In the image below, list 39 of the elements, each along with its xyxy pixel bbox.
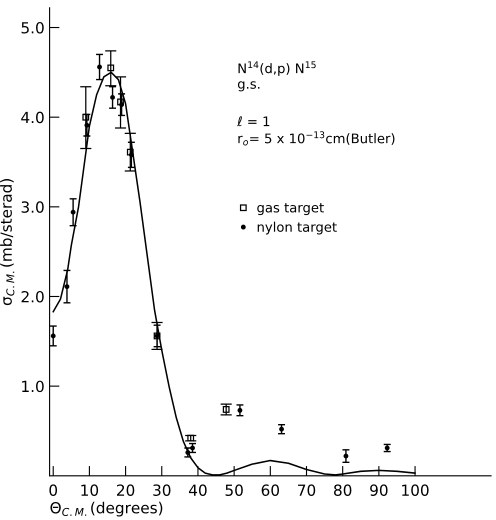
annotation: r$_{o}$= 5 x 10$^{−13}$cm(Butler) <box>238 131 394 146</box>
point <box>84 122 90 128</box>
y-tick-label: 1.0 <box>22 380 44 392</box>
x-tick-label: 60 <box>262 484 280 496</box>
x-tick-label: 10 <box>81 484 98 496</box>
x-tick-label: 50 <box>226 484 243 496</box>
point <box>126 148 134 156</box>
x-tick-label: 20 <box>116 484 134 496</box>
point <box>107 64 114 72</box>
point <box>119 102 124 108</box>
point <box>222 406 230 413</box>
y-tick-label: 4.0 <box>21 112 44 124</box>
legend-label: gas target <box>257 203 324 216</box>
y-tick-label: 5.0 <box>22 22 44 34</box>
y-tick-label: 2.0 <box>22 290 44 303</box>
x-tick-label: 30 <box>153 484 170 496</box>
point <box>237 408 242 413</box>
x-tick-label: 0 <box>49 484 58 496</box>
x-tick-label: 90 <box>370 484 388 496</box>
annotation: g.s. <box>238 81 260 92</box>
x-tick-label: 40 <box>188 484 207 496</box>
x-tick-label: 100 <box>402 484 429 496</box>
x-axis-title: Θ$_{C.M.}$(degrees) <box>50 502 162 516</box>
point <box>64 284 70 290</box>
x-tick-label: 80 <box>334 484 352 496</box>
legend-label: nylon target <box>258 222 337 234</box>
point <box>110 95 115 100</box>
point <box>344 454 348 459</box>
point <box>97 64 102 70</box>
y-axis-title: σ$_{C.M.}$(mb/sterad) <box>0 179 14 306</box>
x-tick-label: 70 <box>298 484 316 496</box>
point <box>128 152 134 158</box>
point <box>70 210 76 215</box>
point <box>117 98 124 106</box>
point <box>50 334 56 338</box>
annotation: N$^{14}$(d,p) N$^{15}$ <box>238 61 316 76</box>
y-tick-label: 3.0 <box>22 201 44 213</box>
annotation: ℓ = 1 <box>237 116 270 126</box>
point <box>82 114 90 121</box>
